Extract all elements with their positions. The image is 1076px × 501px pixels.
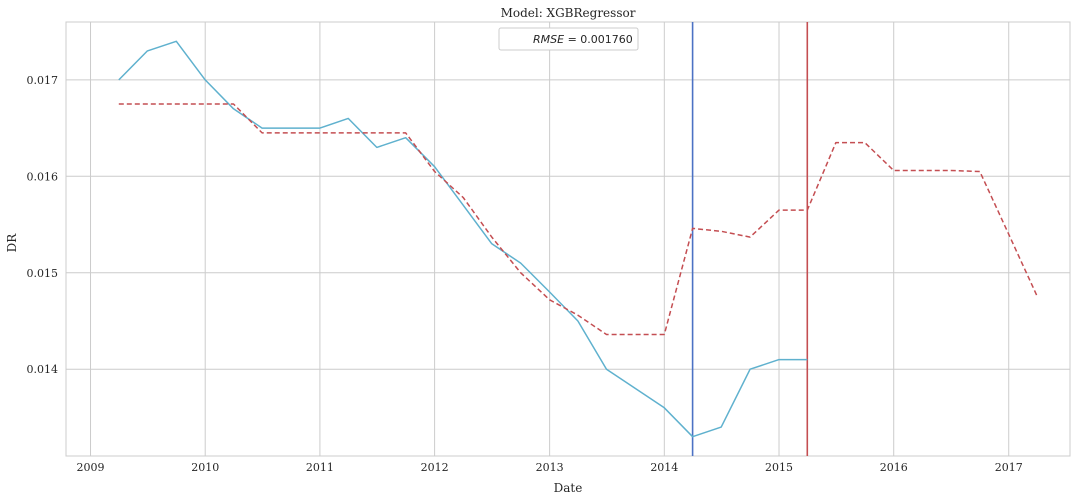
x-tick-label: 2013 <box>536 461 564 474</box>
x-tick-label: 2010 <box>191 461 219 474</box>
legend-metric-name: RMSE <box>533 33 564 46</box>
y-tick-label: 0.015 <box>27 267 59 280</box>
solid-series-line <box>118 40 808 438</box>
x-tick-label: 2012 <box>421 461 449 474</box>
x-axis-ticks: 2009 2010 2011 2012 2013 2014 2015 2016 2017 <box>77 461 1023 474</box>
vertical-markers <box>691 22 809 456</box>
grid <box>66 22 1070 456</box>
chart-title: Model: XGBRegressor <box>501 6 636 20</box>
x-tick-label: 2011 <box>306 461 334 474</box>
x-axis-label: Date <box>554 481 583 495</box>
x-tick-label: 2017 <box>995 461 1023 474</box>
x-tick-label: 2009 <box>77 461 105 474</box>
y-tick-label: 0.016 <box>27 170 59 183</box>
y-tick-label: 0.014 <box>27 363 59 376</box>
dashed-series-line <box>118 103 1038 336</box>
series-group <box>118 40 1038 438</box>
x-tick-label: 2014 <box>650 461 678 474</box>
legend: RMSE = 0.001760 <box>498 27 639 51</box>
x-tick-label: 2016 <box>880 461 908 474</box>
legend-metric-value: = 0.001760 <box>564 33 633 46</box>
y-tick-label: 0.017 <box>27 74 59 87</box>
legend-entry: RMSE = 0.001760 <box>533 33 633 46</box>
y-axis-ticks: 0.014 0.015 0.016 0.017 <box>27 74 59 376</box>
y-axis-label: DR <box>5 233 19 253</box>
x-tick-label: 2015 <box>765 461 793 474</box>
legend-box <box>498 27 639 51</box>
plot-area <box>65 21 1071 457</box>
